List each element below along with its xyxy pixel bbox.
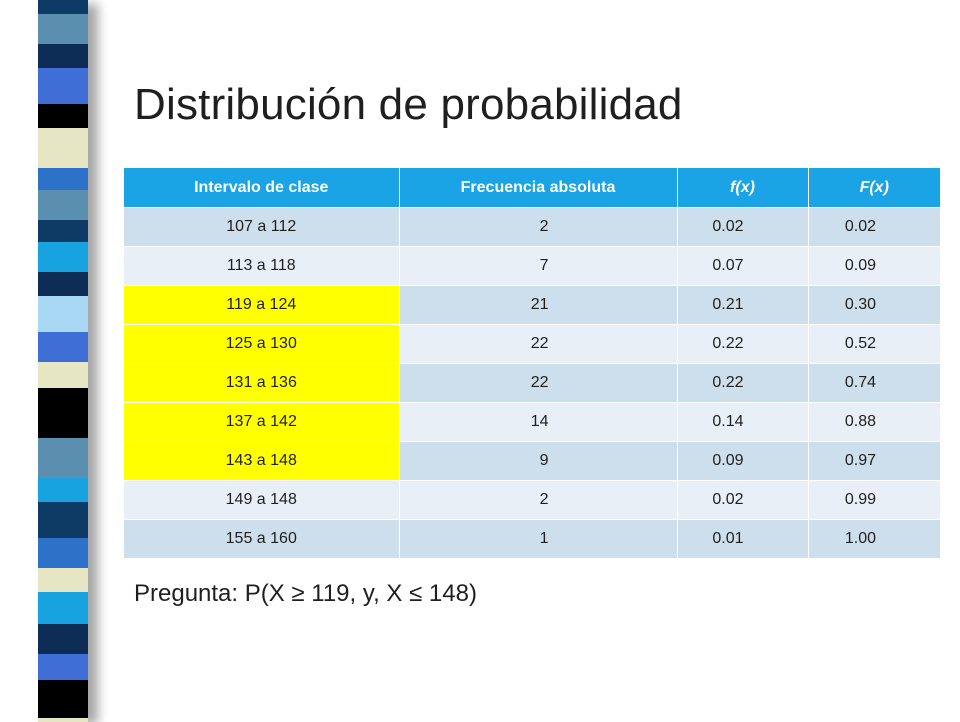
decorative-side-strip — [38, 0, 88, 722]
slide-title: Distribución de probabilidad — [134, 80, 683, 129]
cell-frequency: 2 — [398, 207, 677, 247]
cell-interval: 137 a 142 — [124, 402, 399, 442]
cell-fx: 0.02 — [676, 480, 808, 520]
cell-Fx: 0.99 — [807, 480, 940, 520]
cell-fx: 0.01 — [676, 519, 808, 558]
cell-fx: 0.14 — [676, 402, 808, 442]
cell-interval: 119 a 124 — [124, 285, 399, 325]
cell-interval: 125 a 130 — [124, 324, 399, 364]
probability-table: Intervalo de clase Frecuencia absoluta f… — [124, 168, 940, 558]
header-fx: f(x) — [676, 168, 808, 208]
table-row: 107 a 112 2 0.02 0.02 — [124, 207, 940, 247]
cell-fx: 0.09 — [676, 441, 808, 481]
table-row: 125 a 130 22 0.22 0.52 — [124, 324, 940, 364]
cell-interval: 131 a 136 — [124, 363, 399, 403]
cell-Fx: 0.09 — [807, 246, 940, 286]
cell-frequency: 1 — [398, 519, 677, 558]
table-row: 131 a 136 22 0.22 0.74 — [124, 363, 940, 403]
table-row: 119 a 124 21 0.21 0.30 — [124, 285, 940, 325]
cell-frequency: 22 — [398, 363, 677, 403]
cell-fx: 0.07 — [676, 246, 808, 286]
cell-frequency: 7 — [398, 246, 677, 286]
table-row: 149 a 148 2 0.02 0.99 — [124, 480, 940, 520]
cell-interval: 113 a 118 — [124, 246, 399, 286]
cell-Fx: 1.00 — [807, 519, 940, 558]
cell-fx: 0.02 — [676, 207, 808, 247]
header-Fx-cumulative: F(x) — [807, 168, 940, 208]
cell-Fx: 0.97 — [807, 441, 940, 481]
cell-frequency: 21 — [398, 285, 677, 325]
cell-Fx: 0.74 — [807, 363, 940, 403]
table-row: 137 a 142 14 0.14 0.88 — [124, 402, 940, 442]
cell-frequency: 14 — [398, 402, 677, 442]
question-text: Pregunta: P(X ≥ 119, y, X ≤ 148) — [134, 580, 477, 607]
table-row: 155 a 160 1 0.01 1.00 — [124, 519, 940, 558]
table-row: 113 a 118 7 0.07 0.09 — [124, 246, 940, 286]
cell-interval: 155 a 160 — [124, 519, 399, 558]
cell-interval: 107 a 112 — [124, 207, 399, 247]
header-interval: Intervalo de clase — [124, 168, 399, 208]
cell-Fx: 0.88 — [807, 402, 940, 442]
cell-fx: 0.22 — [676, 324, 808, 364]
header-frequency: Frecuencia absoluta — [398, 168, 677, 208]
cell-fx: 0.21 — [676, 285, 808, 325]
cell-interval: 149 a 148 — [124, 480, 399, 520]
table-header-row: Intervalo de clase Frecuencia absoluta f… — [124, 168, 940, 208]
table-row: 143 a 148 9 0.09 0.97 — [124, 441, 940, 481]
cell-frequency: 2 — [398, 480, 677, 520]
cell-Fx: 0.52 — [807, 324, 940, 364]
cell-Fx: 0.02 — [807, 207, 940, 247]
cell-frequency: 9 — [398, 441, 677, 481]
cell-Fx: 0.30 — [807, 285, 940, 325]
cell-frequency: 22 — [398, 324, 677, 364]
cell-interval: 143 a 148 — [124, 441, 399, 481]
cell-fx: 0.22 — [676, 363, 808, 403]
